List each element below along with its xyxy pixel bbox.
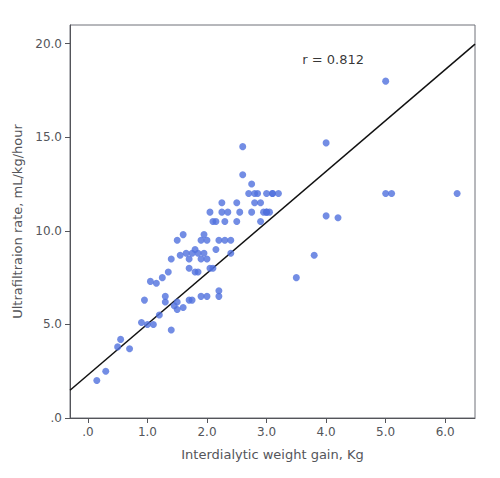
svg-text:15.0: 15.0 (35, 130, 62, 144)
svg-text:4.0: 4.0 (317, 425, 336, 439)
svg-text:.0: .0 (82, 425, 93, 439)
svg-text:6.0: 6.0 (436, 425, 455, 439)
svg-text:.0: .0 (51, 411, 62, 425)
svg-text:5.0: 5.0 (43, 317, 62, 331)
svg-text:r = 0.812: r = 0.812 (302, 52, 364, 67)
svg-text:Interdialytic weight gain, Kg: Interdialytic weight gain, Kg (181, 447, 363, 462)
svg-text:2.0: 2.0 (197, 425, 216, 439)
svg-text:20.0: 20.0 (35, 37, 62, 51)
svg-text:10.0: 10.0 (35, 224, 62, 238)
svg-text:Ultrafiltraion rate, mL/kg/hou: Ultrafiltraion rate, mL/kg/hour (10, 124, 25, 319)
svg-text:1.0: 1.0 (138, 425, 157, 439)
svg-text:5.0: 5.0 (376, 425, 395, 439)
svg-text:3.0: 3.0 (257, 425, 276, 439)
